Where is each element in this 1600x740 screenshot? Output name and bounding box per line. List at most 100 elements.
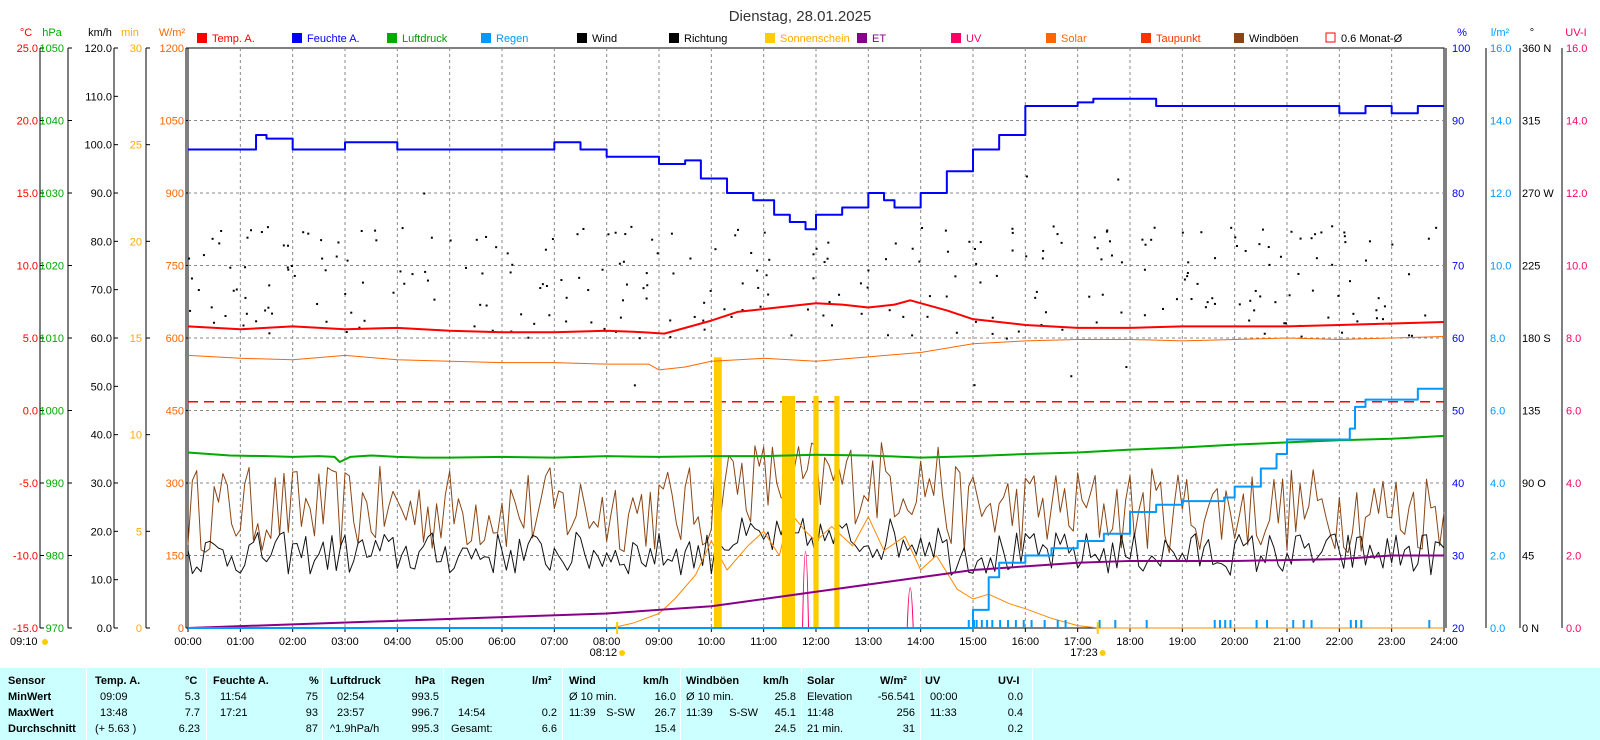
direction-point (689, 257, 692, 260)
direction-point (210, 306, 213, 309)
rain-tick (1360, 620, 1363, 628)
right-axis-tick-label: 135 (1522, 406, 1540, 418)
x-tick-label: 09:00 (645, 636, 673, 648)
stats-header-temp-unit: °C (185, 675, 198, 687)
direction-point (1211, 297, 1214, 300)
direction-point (485, 235, 488, 238)
direction-point (211, 237, 214, 240)
direction-point (946, 250, 949, 253)
legend-label: Windböen (1249, 33, 1299, 45)
direction-point (815, 247, 818, 250)
left-axis-tick-label: 970 (46, 623, 64, 635)
left-axis-tick-label: 30 (130, 43, 142, 55)
left-axis-tick-label: 10 (130, 430, 142, 442)
direction-point (1268, 263, 1271, 266)
direction-point (1108, 240, 1111, 243)
direction-point (884, 258, 887, 261)
rain-tick (1014, 620, 1017, 628)
direction-point (491, 329, 494, 332)
right-axis-tick-label: 8.0 (1566, 333, 1581, 345)
direction-point (974, 320, 977, 323)
direction-point (1110, 254, 1113, 257)
direction-point (1408, 334, 1411, 337)
direction-point (590, 321, 593, 324)
left-axis-tick-label: 15 (130, 333, 142, 345)
direction-point (734, 234, 737, 237)
direction-point (287, 244, 290, 247)
direction-point (545, 284, 548, 287)
direction-point (220, 229, 223, 232)
direction-point (578, 276, 581, 279)
legend-label: 0.6 Monat-Ø (1341, 33, 1403, 45)
direction-point (1238, 303, 1241, 306)
direction-point (189, 309, 192, 312)
direction-point (587, 289, 590, 292)
left-axis-tick-label: 100.0 (84, 140, 112, 152)
left-axis-tick-label: -10.0 (13, 551, 38, 563)
direction-point (741, 309, 744, 312)
et-line (187, 554, 1444, 629)
stat-uv-value: 0.0 (1007, 691, 1023, 703)
direction-point (911, 334, 914, 337)
direction-point (642, 287, 645, 290)
direction-point (1186, 275, 1189, 278)
moon-time: 09:10 (10, 636, 38, 648)
direction-point (344, 292, 347, 295)
right-axis-tick-label: 4.0 (1490, 478, 1505, 490)
left-axis-tick-label: 80.0 (91, 236, 112, 248)
stats-header-rain: Regen (451, 675, 485, 687)
left-axis-tick-label: 1200 (160, 43, 184, 55)
legend-label: Temp. A. (212, 33, 255, 45)
direction-point (246, 236, 249, 239)
stat-solar-value: 31 (902, 723, 915, 735)
direction-point (1106, 229, 1109, 232)
direction-point (316, 302, 319, 305)
stat-wind-value: 15.4 (654, 723, 676, 735)
left-axis-tick-label: -5.0 (19, 478, 38, 490)
stat-press-time: 23:57 (337, 707, 365, 719)
direction-point (250, 229, 253, 232)
direction-point (449, 239, 452, 242)
direction-point (823, 261, 826, 264)
sunset-time: 17:23 (1070, 647, 1098, 659)
direction-point (544, 248, 547, 251)
sunrise-icon (619, 650, 626, 656)
right-axis-tick-label: 14.0 (1490, 116, 1511, 128)
solar-line (188, 511, 1444, 629)
rain-tick (1043, 620, 1046, 628)
direction-point (212, 321, 215, 324)
right-axis-tick-label: 270 W (1522, 188, 1554, 200)
right-axis-unit: % (1457, 27, 1467, 39)
direction-point (266, 226, 269, 229)
direction-point (401, 227, 404, 230)
dewpoint-line (187, 336, 1445, 371)
stat-gust-dir: S-SW (729, 707, 758, 719)
direction-point (242, 324, 245, 327)
right-axis-tick-label: 2.0 (1566, 551, 1581, 563)
rain-tick (1056, 620, 1059, 628)
right-axis-tick-label: 10.0 (1566, 261, 1587, 273)
direction-point (1120, 311, 1123, 314)
left-axis-tick-label: 1040 (40, 116, 64, 128)
direction-point (1017, 330, 1020, 333)
direction-point (565, 296, 568, 299)
direction-point (361, 281, 364, 284)
stats-header-uv: UV (925, 675, 941, 687)
weather-chart: Dienstag, 28.01.2025 Temp. A. Feuchte A. L… (10, 8, 1587, 659)
left-axis-tick-label: 120.0 (84, 43, 112, 55)
direction-point (1150, 238, 1153, 241)
stats-header-wind: Wind (569, 675, 596, 687)
direction-point (1061, 328, 1064, 331)
direction-point (902, 315, 905, 318)
rain-tick (1302, 620, 1305, 628)
left-axis-tick-label: 1020 (40, 261, 64, 273)
stat-temp-time: 13:48 (100, 707, 128, 719)
direction-point (975, 262, 978, 265)
direction-point (520, 313, 523, 316)
left-axis-unit: W/m² (159, 27, 186, 39)
direction-point (202, 254, 205, 257)
direction-point (190, 277, 193, 280)
stat-press-value: 993.5 (411, 691, 439, 703)
direction-point (955, 331, 958, 334)
sunset-icon (1099, 650, 1106, 656)
